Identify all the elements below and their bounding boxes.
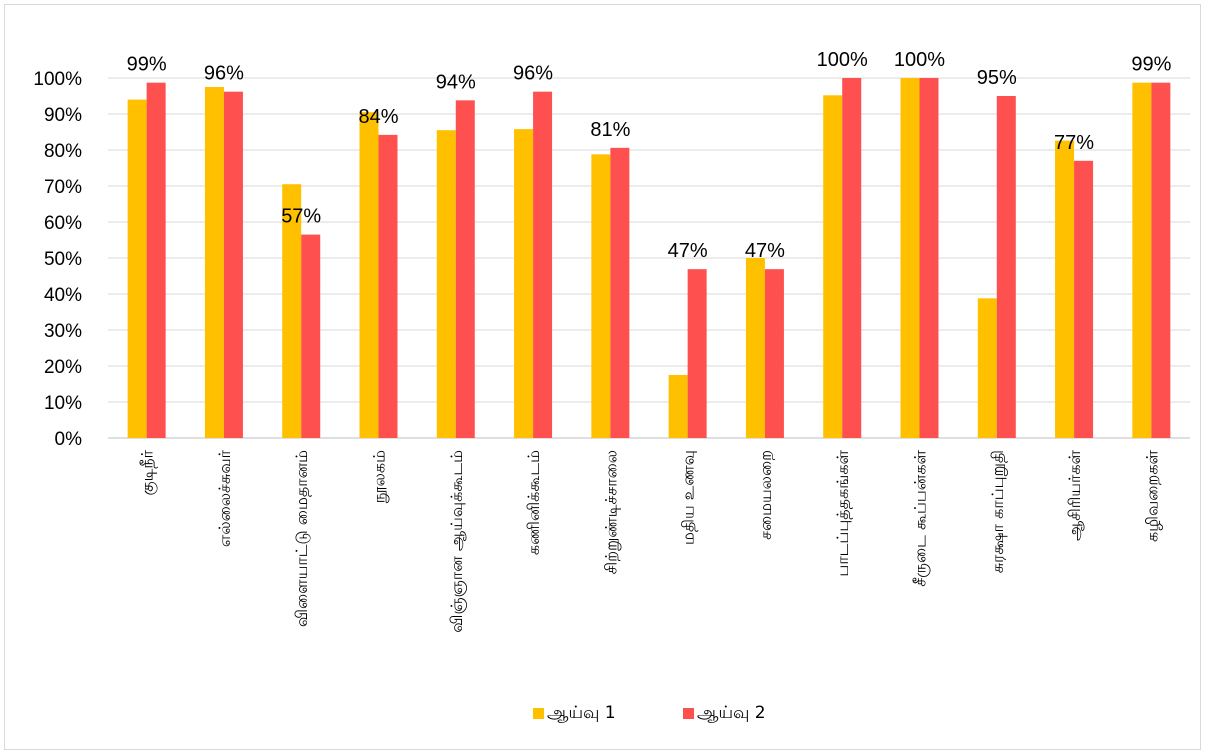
data-label: 84% [358,106,398,128]
data-labels: 99% 96% 57% 84% 94% 96% 81% 47% 47% 100% 100% 95% 77… [127,49,1172,262]
y-tick-label: 60% [44,213,82,234]
category-label: எல்லைச்சுவர் [215,449,234,547]
gridlines [108,77,1190,439]
bar-series-2 [919,78,939,438]
bar-series-1 [514,129,534,438]
bar-series-2 [455,100,475,438]
data-label: 77% [1054,132,1094,154]
bar-series-2 [764,269,784,438]
category-label: குடிநீர் [138,449,158,495]
bar-series-1 [359,112,379,438]
bar-series-1 [745,258,765,438]
bar-series-1 [823,95,843,438]
category-label: மதிய உணவு [679,450,698,545]
y-tick-label: 0% [55,429,83,450]
y-tick-label: 10% [44,393,82,414]
bar-series-2 [996,96,1016,438]
bar-series-1 [204,87,224,438]
legend: ஆய்வு 1 ஆய்வு 2 [533,703,766,723]
bars [127,78,1171,439]
bar-series-1 [1132,82,1152,439]
bar-series-1 [668,375,688,438]
bar-series-2 [146,82,166,439]
y-tick-label: 20% [44,357,82,378]
category-label: பாடப்புத்தகங்கள் [833,449,852,576]
bar-series-2 [610,147,630,438]
category-label: சிற்றுண்டிச்சாலை [601,450,621,574]
bar-series-2 [223,91,243,439]
bar-series-1 [591,154,611,438]
bar-series-1 [436,130,456,438]
y-tick-label: 50% [44,249,82,270]
data-label: 96% [513,63,553,85]
category-labels: குடிநீர் எல்லைச்சுவர் விளையாட்டு மைதானம் நூ… [138,449,1162,632]
bar-series-1 [282,184,302,438]
y-tick-label: 100% [33,69,82,90]
y-tick-label: 70% [44,177,82,198]
bar-series-2 [533,91,553,439]
data-label: 100% [894,49,945,71]
data-label: 99% [127,54,167,76]
legend-swatch [683,708,694,719]
bar-series-2 [301,234,321,438]
data-label: 94% [436,71,476,93]
bar-series-1 [977,298,997,438]
bar-series-1 [900,78,920,438]
category-label: சீருடை கூப்பன்கள் [911,449,931,586]
data-label: 99% [1131,54,1171,76]
y-tick-label: 90% [44,105,82,126]
legend-label: ஆய்வு 2 [697,703,766,723]
legend-swatch [533,708,544,719]
category-label: சுரக்ஷா காப்புறுதி [988,450,1008,573]
bar-series-1 [1055,140,1075,438]
category-label: கழிவறைகள் [1142,449,1161,542]
chart-frame: 0% 10% 20% 30% 40% 50% 60% 70% 80% 90% 100% 99% 96%… [4,4,1201,750]
data-label: 81% [590,119,630,141]
y-tick-label: 40% [44,285,82,306]
bar-series-2 [378,134,398,438]
y-tick-label: 80% [44,141,82,162]
data-label: 95% [977,67,1017,89]
legend-label: ஆய்வு 1 [547,703,616,723]
category-label: விளையாட்டு மைதானம் [292,450,311,627]
bar-series-2 [842,78,862,438]
data-label: 96% [204,63,244,85]
data-label: 47% [668,240,708,262]
data-label: 57% [281,206,321,228]
bar-series-1 [127,99,147,438]
bar-chart: 0% 10% 20% 30% 40% 50% 60% 70% 80% 90% 100% 99% 96%… [33,49,1190,723]
category-label: கணினிக்கூடம் [524,450,543,555]
category-label: சமையலறை [756,450,775,540]
data-label: 100% [817,49,868,71]
category-label: ஆசிரியர்கள் [1065,449,1084,541]
bar-series-2 [1151,82,1171,439]
bar-series-2 [687,269,707,438]
bar-series-2 [1074,160,1094,439]
y-axis-ticks: 0% 10% 20% 30% 40% 50% 60% 70% 80% 90% 100% [33,69,82,450]
data-label: 47% [745,240,785,262]
category-label: நூலகம் [370,450,390,503]
category-label: விஞ்ஞான ஆய்வுக்கூடம் [447,450,467,633]
y-tick-label: 30% [44,321,82,342]
